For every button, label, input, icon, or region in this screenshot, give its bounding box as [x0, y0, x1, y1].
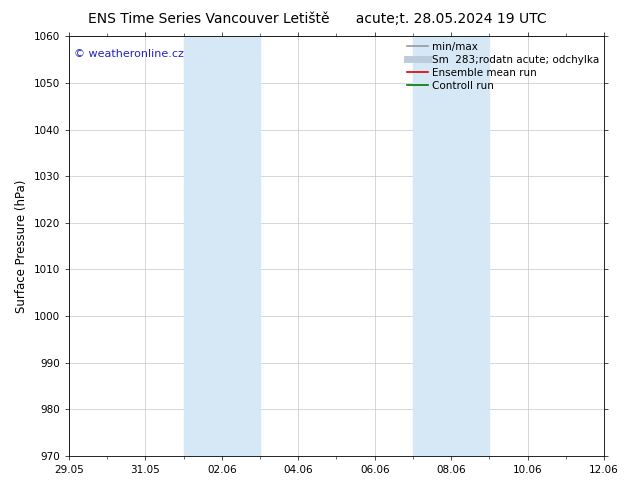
Bar: [413, 36, 489, 456]
Text: © weatheronline.cz: © weatheronline.cz: [74, 49, 184, 59]
Text: ENS Time Series Vancouver Letiště      acute;t. 28.05.2024 19 UTC: ENS Time Series Vancouver Letiště acute;…: [87, 12, 547, 26]
Bar: [183, 36, 260, 456]
Legend: min/max, Sm  283;rodatn acute; odchylka, Ensemble mean run, Controll run: min/max, Sm 283;rodatn acute; odchylka, …: [406, 42, 599, 91]
Y-axis label: Surface Pressure (hPa): Surface Pressure (hPa): [15, 179, 28, 313]
